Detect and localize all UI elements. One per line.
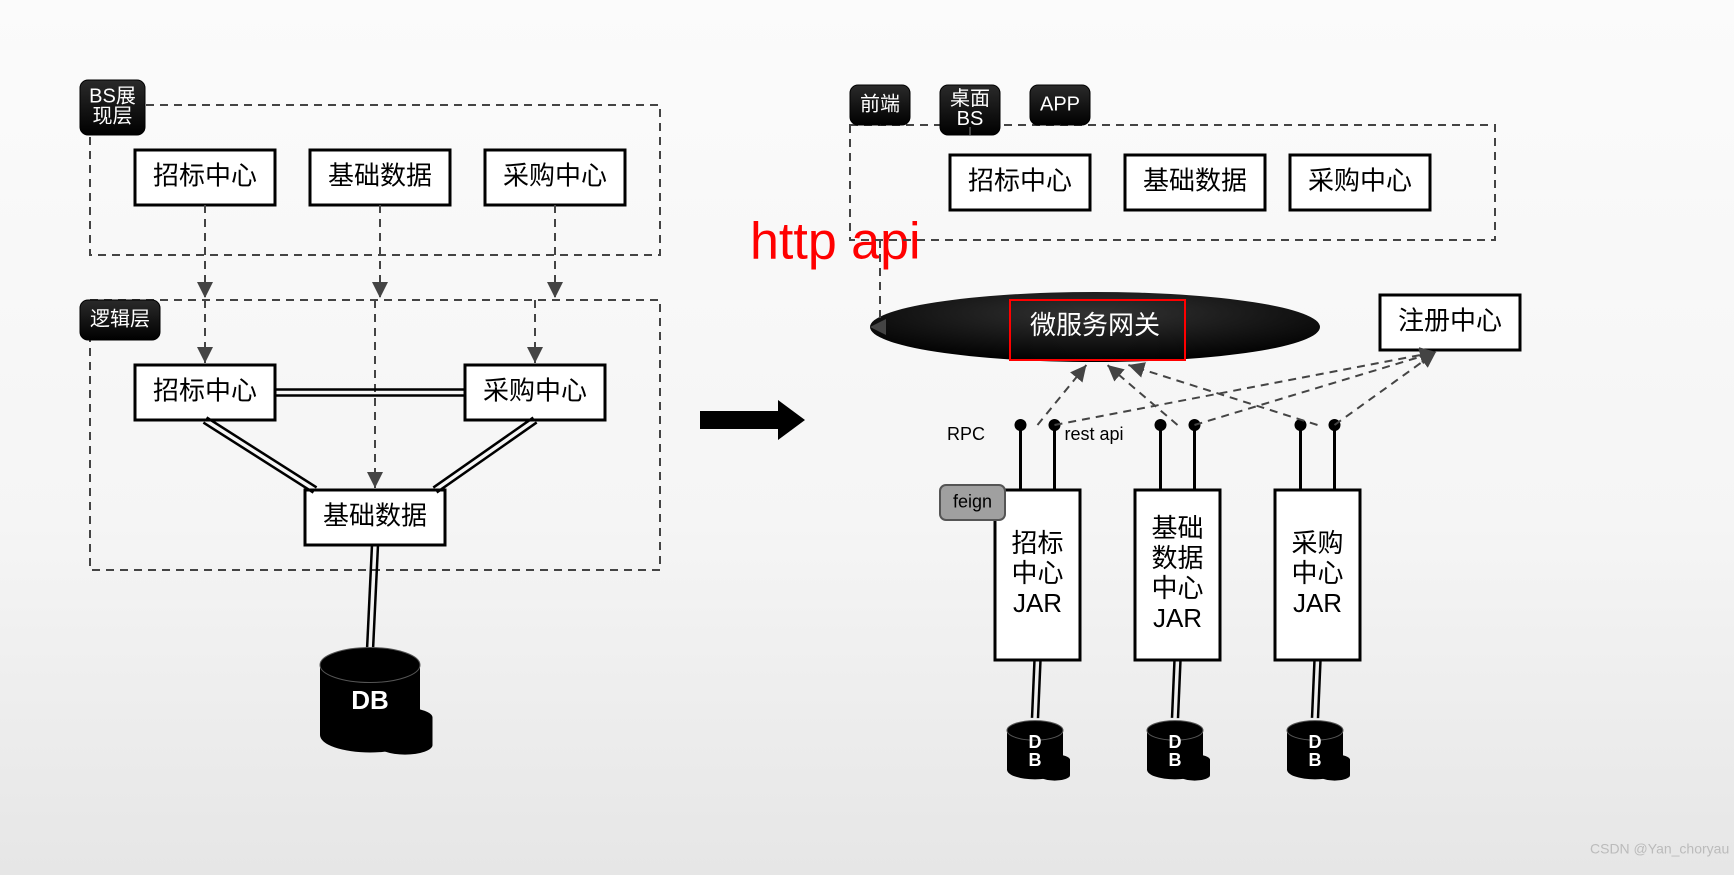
- svg-text:招标中心: 招标中心: [153, 160, 257, 190]
- svg-text:注册中心: 注册中心: [1398, 305, 1502, 335]
- svg-text:BS展现层: BS展现层: [89, 86, 136, 128]
- rest-api-label: rest api: [1065, 424, 1124, 444]
- watermark: CSDN @Yan_choryau: [1590, 841, 1729, 857]
- db-label: DB: [351, 685, 389, 715]
- svg-text:招标中心: 招标中心: [968, 165, 1072, 195]
- svg-text:采购中心: 采购中心: [483, 375, 587, 405]
- db-label-small: DB: [1169, 732, 1182, 770]
- svg-text:逻辑层: 逻辑层: [90, 307, 150, 330]
- svg-text:采购中心: 采购中心: [503, 160, 607, 190]
- db-label-small: DB: [1309, 732, 1322, 770]
- db-label-small: DB: [1029, 732, 1042, 770]
- http-api-label: http api: [750, 213, 921, 271]
- svg-text:基础数据: 基础数据: [1143, 165, 1247, 195]
- svg-text:采购中心: 采购中心: [1308, 165, 1412, 195]
- svg-text:基础数据: 基础数据: [328, 160, 432, 190]
- svg-text:APP: APP: [1040, 93, 1080, 115]
- svg-text:基础数据: 基础数据: [323, 500, 427, 530]
- architecture-diagram: BS展现层逻辑层招标中心基础数据采购中心招标中心采购中心基础数据DBhttp a…: [0, 0, 1734, 875]
- svg-text:微服务网关: 微服务网关: [1030, 310, 1160, 340]
- transition-arrow: [700, 400, 805, 440]
- svg-text:基础数据中心JAR: 基础数据中心JAR: [1151, 513, 1203, 633]
- svg-text:采购中心JAR: 采购中心JAR: [1291, 528, 1343, 618]
- svg-text:招标中心: 招标中心: [153, 375, 257, 405]
- svg-text:前端: 前端: [860, 92, 900, 115]
- svg-text:招标中心JAR: 招标中心JAR: [1011, 528, 1063, 618]
- rpc-label: RPC: [947, 424, 985, 444]
- svg-text:feign: feign: [953, 491, 992, 511]
